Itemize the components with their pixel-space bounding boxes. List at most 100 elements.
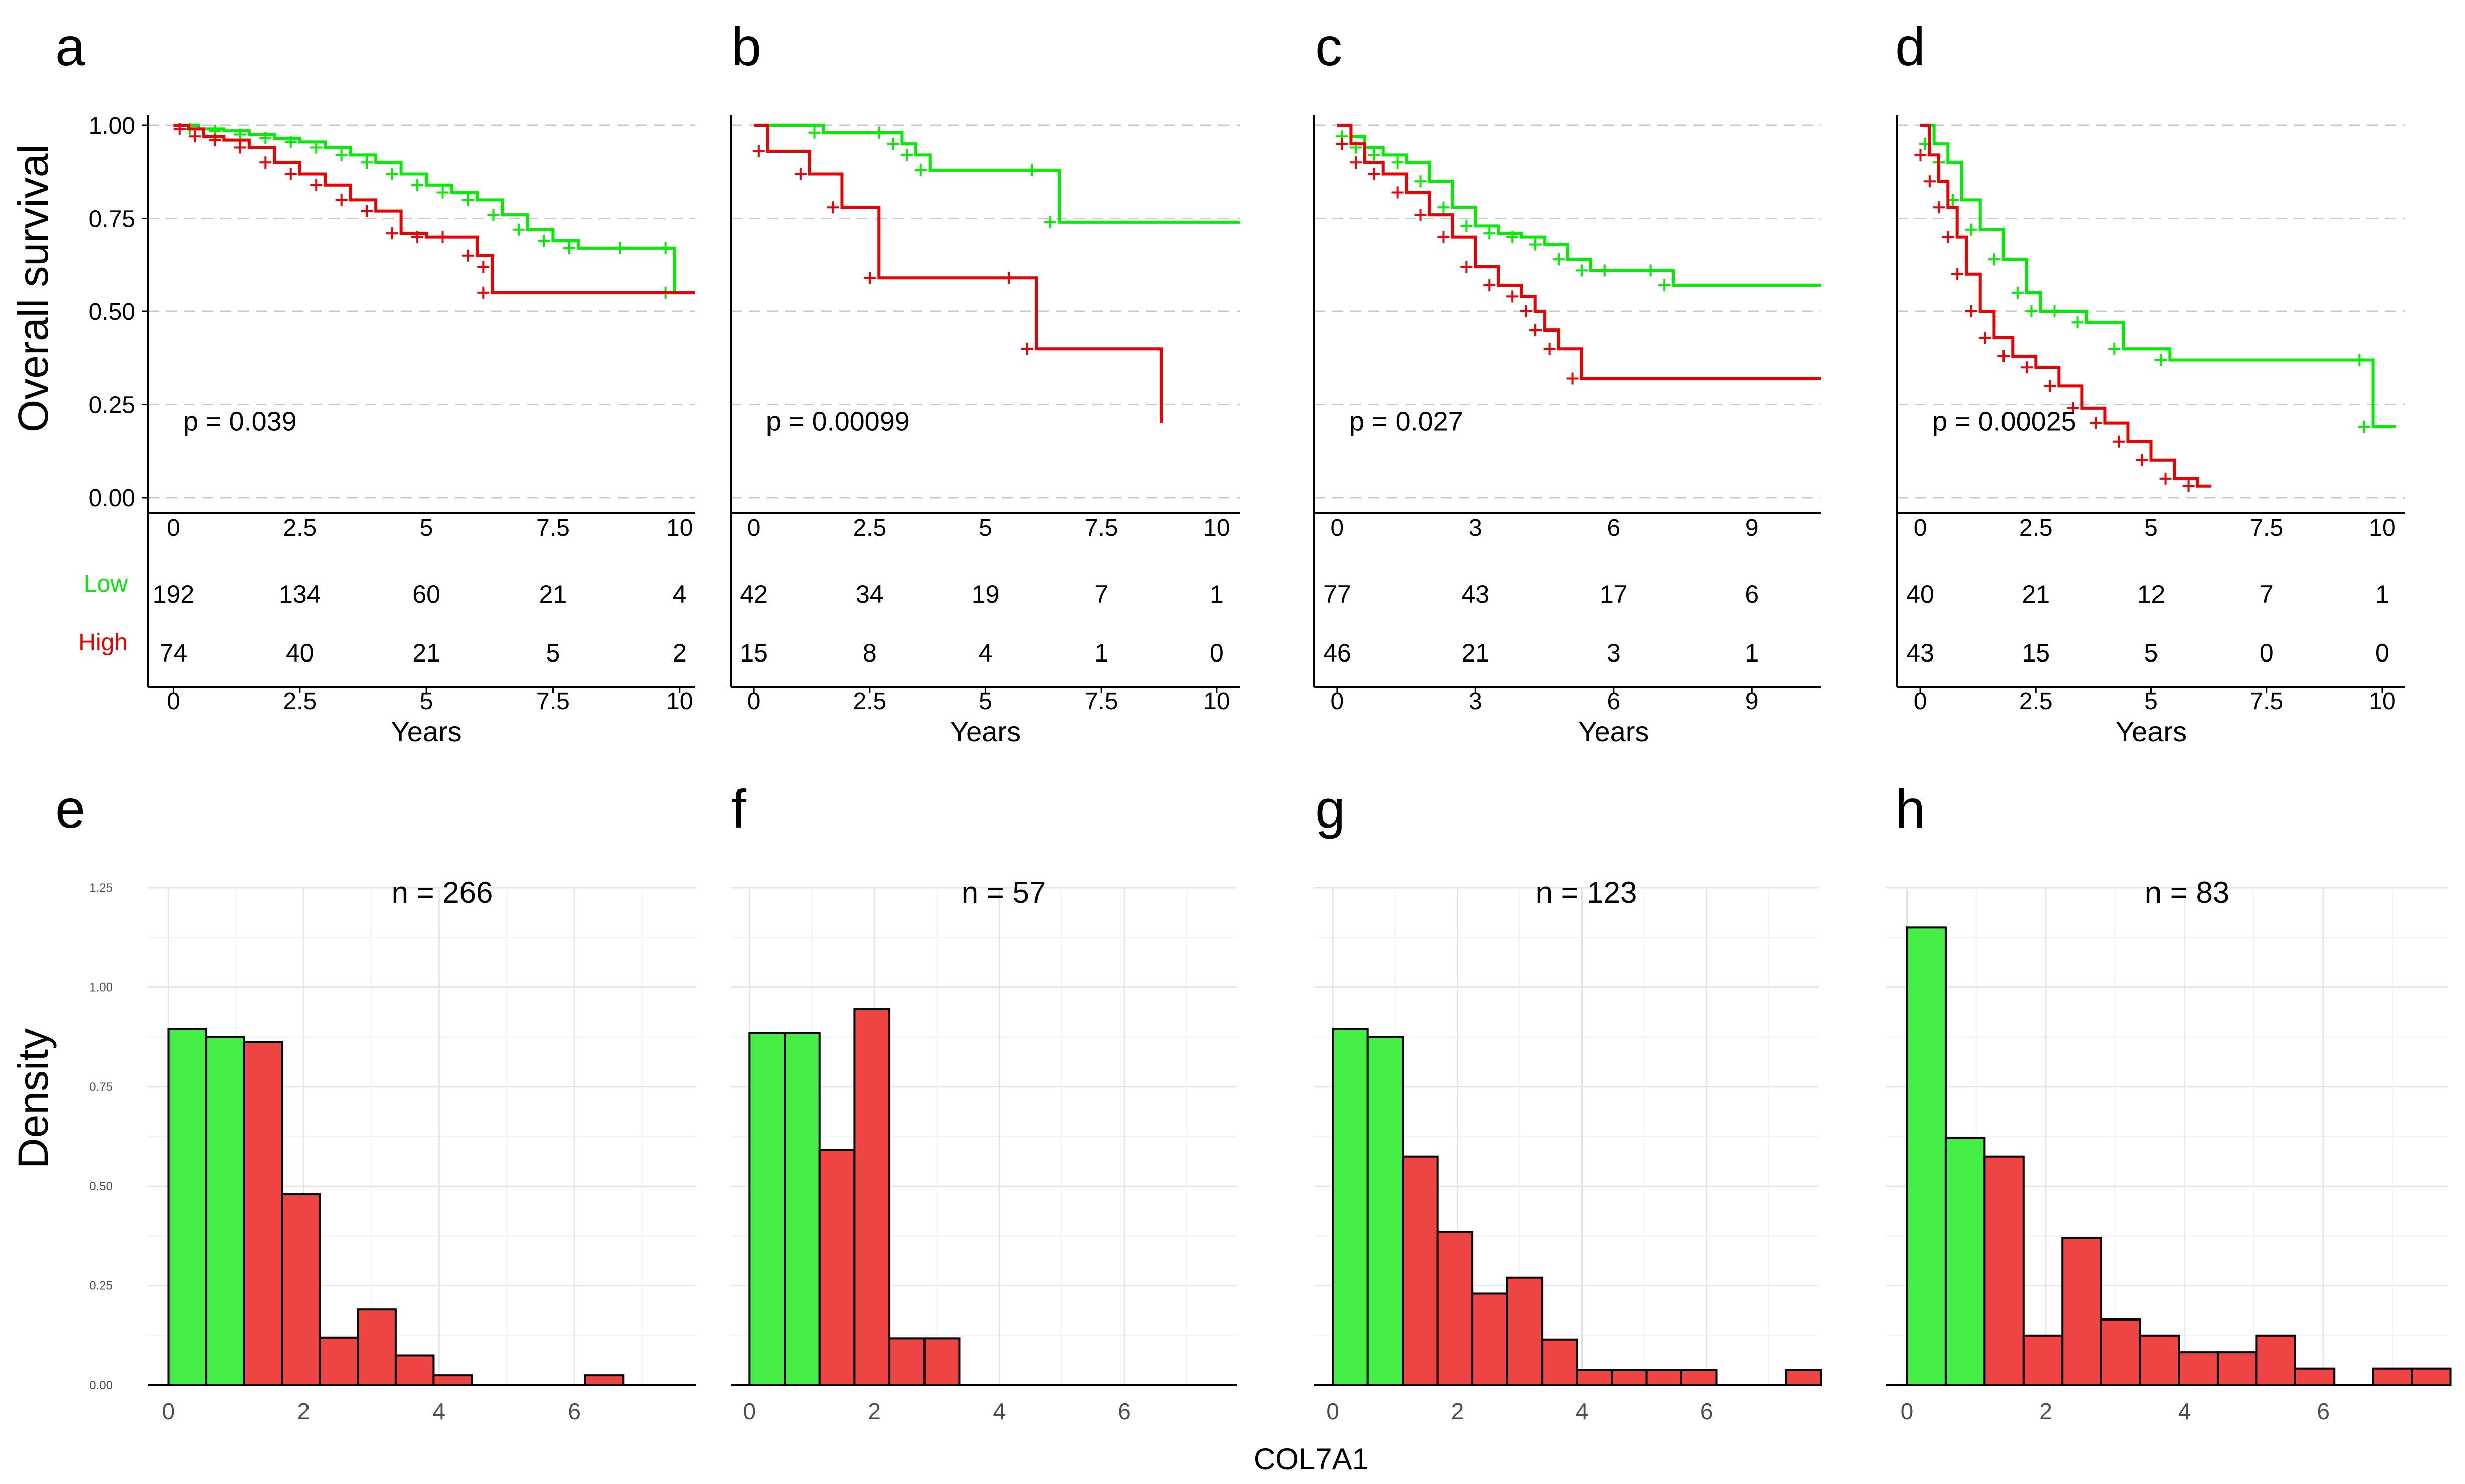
x-tick-label: 2.5 <box>853 515 886 541</box>
risk-count-low: 1 <box>2375 580 2389 608</box>
risk-count-low: 21 <box>2022 580 2050 608</box>
censor-mark <box>436 231 449 243</box>
x-tick-label: 0 <box>747 515 761 541</box>
x-tick-label: 5 <box>420 515 433 541</box>
risk-count-high: 0 <box>1210 639 1224 667</box>
censor-mark <box>1506 231 1519 243</box>
censor-mark <box>335 149 348 161</box>
censor-mark <box>1965 223 1977 236</box>
risk-count-high: 1 <box>1745 639 1759 667</box>
censor-mark <box>1003 272 1015 284</box>
x-tick-label: 10 <box>666 688 693 715</box>
risk-count-low: 43 <box>1462 580 1490 608</box>
censor-mark <box>1506 290 1519 303</box>
risk-count-high: 46 <box>1323 639 1351 667</box>
hist-bar-high <box>1680 1369 1718 1387</box>
hist-bar-low <box>1906 926 1947 1386</box>
risk-count-high: 5 <box>2144 639 2159 667</box>
censor-mark <box>1021 343 1033 355</box>
x-tick-label: 2 <box>297 1398 311 1424</box>
censor-mark <box>901 149 913 161</box>
hist-bar-high <box>1541 1338 1578 1387</box>
x-tick-label: 6 <box>2317 1398 2330 1424</box>
x-tick-label: 2.5 <box>283 688 317 715</box>
risk-label-high: High <box>78 629 128 656</box>
hist-bar-high <box>2100 1318 2141 1386</box>
hist-bar-high <box>853 1008 891 1386</box>
censor-mark <box>2044 380 2056 392</box>
x-tick-label: 2.5 <box>853 688 886 715</box>
risk-count-low: 17 <box>1600 580 1628 608</box>
censor-mark <box>2358 421 2370 433</box>
risk-count-low: 1 <box>1210 580 1224 608</box>
censor-mark <box>477 286 490 299</box>
hist-xlabel: COL7A1 <box>1254 1442 1369 1476</box>
risk-count-high: 0 <box>2260 639 2274 667</box>
x-tick-label: 0 <box>1901 1398 1914 1424</box>
hist-bar-high <box>2372 1367 2413 1386</box>
hist-ylabel: Density <box>10 1028 57 1169</box>
x-tick-label: 10 <box>1203 515 1230 541</box>
censor-mark <box>1350 156 1362 169</box>
censor-mark <box>1336 138 1348 150</box>
censor-mark <box>1044 216 1057 228</box>
censor-mark <box>259 156 272 169</box>
censor-mark <box>1923 175 1936 188</box>
panel-letter-b: b <box>731 16 761 77</box>
censor-mark <box>1391 186 1404 199</box>
x-tick-label: 7.5 <box>2250 688 2283 715</box>
censor-mark <box>2090 417 2102 429</box>
hist-bar-high <box>1983 1155 2025 1386</box>
censor-mark <box>2113 435 2125 448</box>
censor-mark <box>335 194 348 206</box>
censor-mark <box>1575 264 1588 277</box>
censor-mark <box>310 141 323 154</box>
censor-mark <box>563 242 575 254</box>
censor-mark <box>1368 168 1380 180</box>
x-tick-label: 4 <box>432 1398 445 1424</box>
x-tick-label: 0 <box>1914 515 1927 541</box>
x-tick-label: 6 <box>1118 1398 1131 1424</box>
hist-bar-high <box>2178 1351 2219 1386</box>
censor-mark <box>259 132 272 144</box>
x-tick-label: 10 <box>2369 515 2395 541</box>
censor-mark <box>1658 279 1671 292</box>
censor-mark <box>189 130 201 143</box>
censor-mark <box>1437 201 1450 214</box>
x-tick-label: 5 <box>979 515 992 541</box>
censor-mark <box>1520 305 1532 317</box>
x-tick-label: 10 <box>1203 688 1230 715</box>
censor-mark <box>2182 480 2195 492</box>
x-tick-label: 7.5 <box>2250 515 2283 541</box>
censor-mark <box>1414 209 1427 221</box>
x-tick-label: 6 <box>1700 1398 1713 1424</box>
risk-count-high: 21 <box>1462 639 1490 667</box>
censor-mark <box>1644 264 1657 277</box>
censor-mark <box>1553 253 1565 266</box>
risk-count-low: 192 <box>152 580 194 608</box>
hist-bar-high <box>1645 1369 1683 1387</box>
x-tick-label: 0 <box>1914 688 1927 715</box>
x-tick-label: 3 <box>1469 688 1482 715</box>
hist-bar-high <box>2061 1237 2102 1386</box>
hist-bar-low <box>784 1032 821 1387</box>
censor-mark <box>1483 279 1496 292</box>
x-tick-label: 0 <box>162 1398 175 1424</box>
censor-mark <box>234 141 246 154</box>
risk-label-low: Low <box>84 571 128 597</box>
risk-count-low: 21 <box>539 580 567 608</box>
censor-mark <box>462 249 475 262</box>
y-tick-label: 0.00 <box>89 485 135 512</box>
censor-mark <box>462 194 475 206</box>
censor-mark <box>1460 220 1473 232</box>
x-tick-label: 6 <box>1607 515 1620 541</box>
x-tick-label: 9 <box>1745 515 1759 541</box>
censor-mark <box>794 168 807 180</box>
hist-bar-high <box>2022 1334 2064 1387</box>
censor-mark <box>887 138 899 150</box>
risk-count-low: 134 <box>279 580 321 608</box>
censor-mark <box>873 126 885 139</box>
risk-count-low: 77 <box>1323 580 1351 608</box>
x-tick-label: 5 <box>420 688 433 715</box>
